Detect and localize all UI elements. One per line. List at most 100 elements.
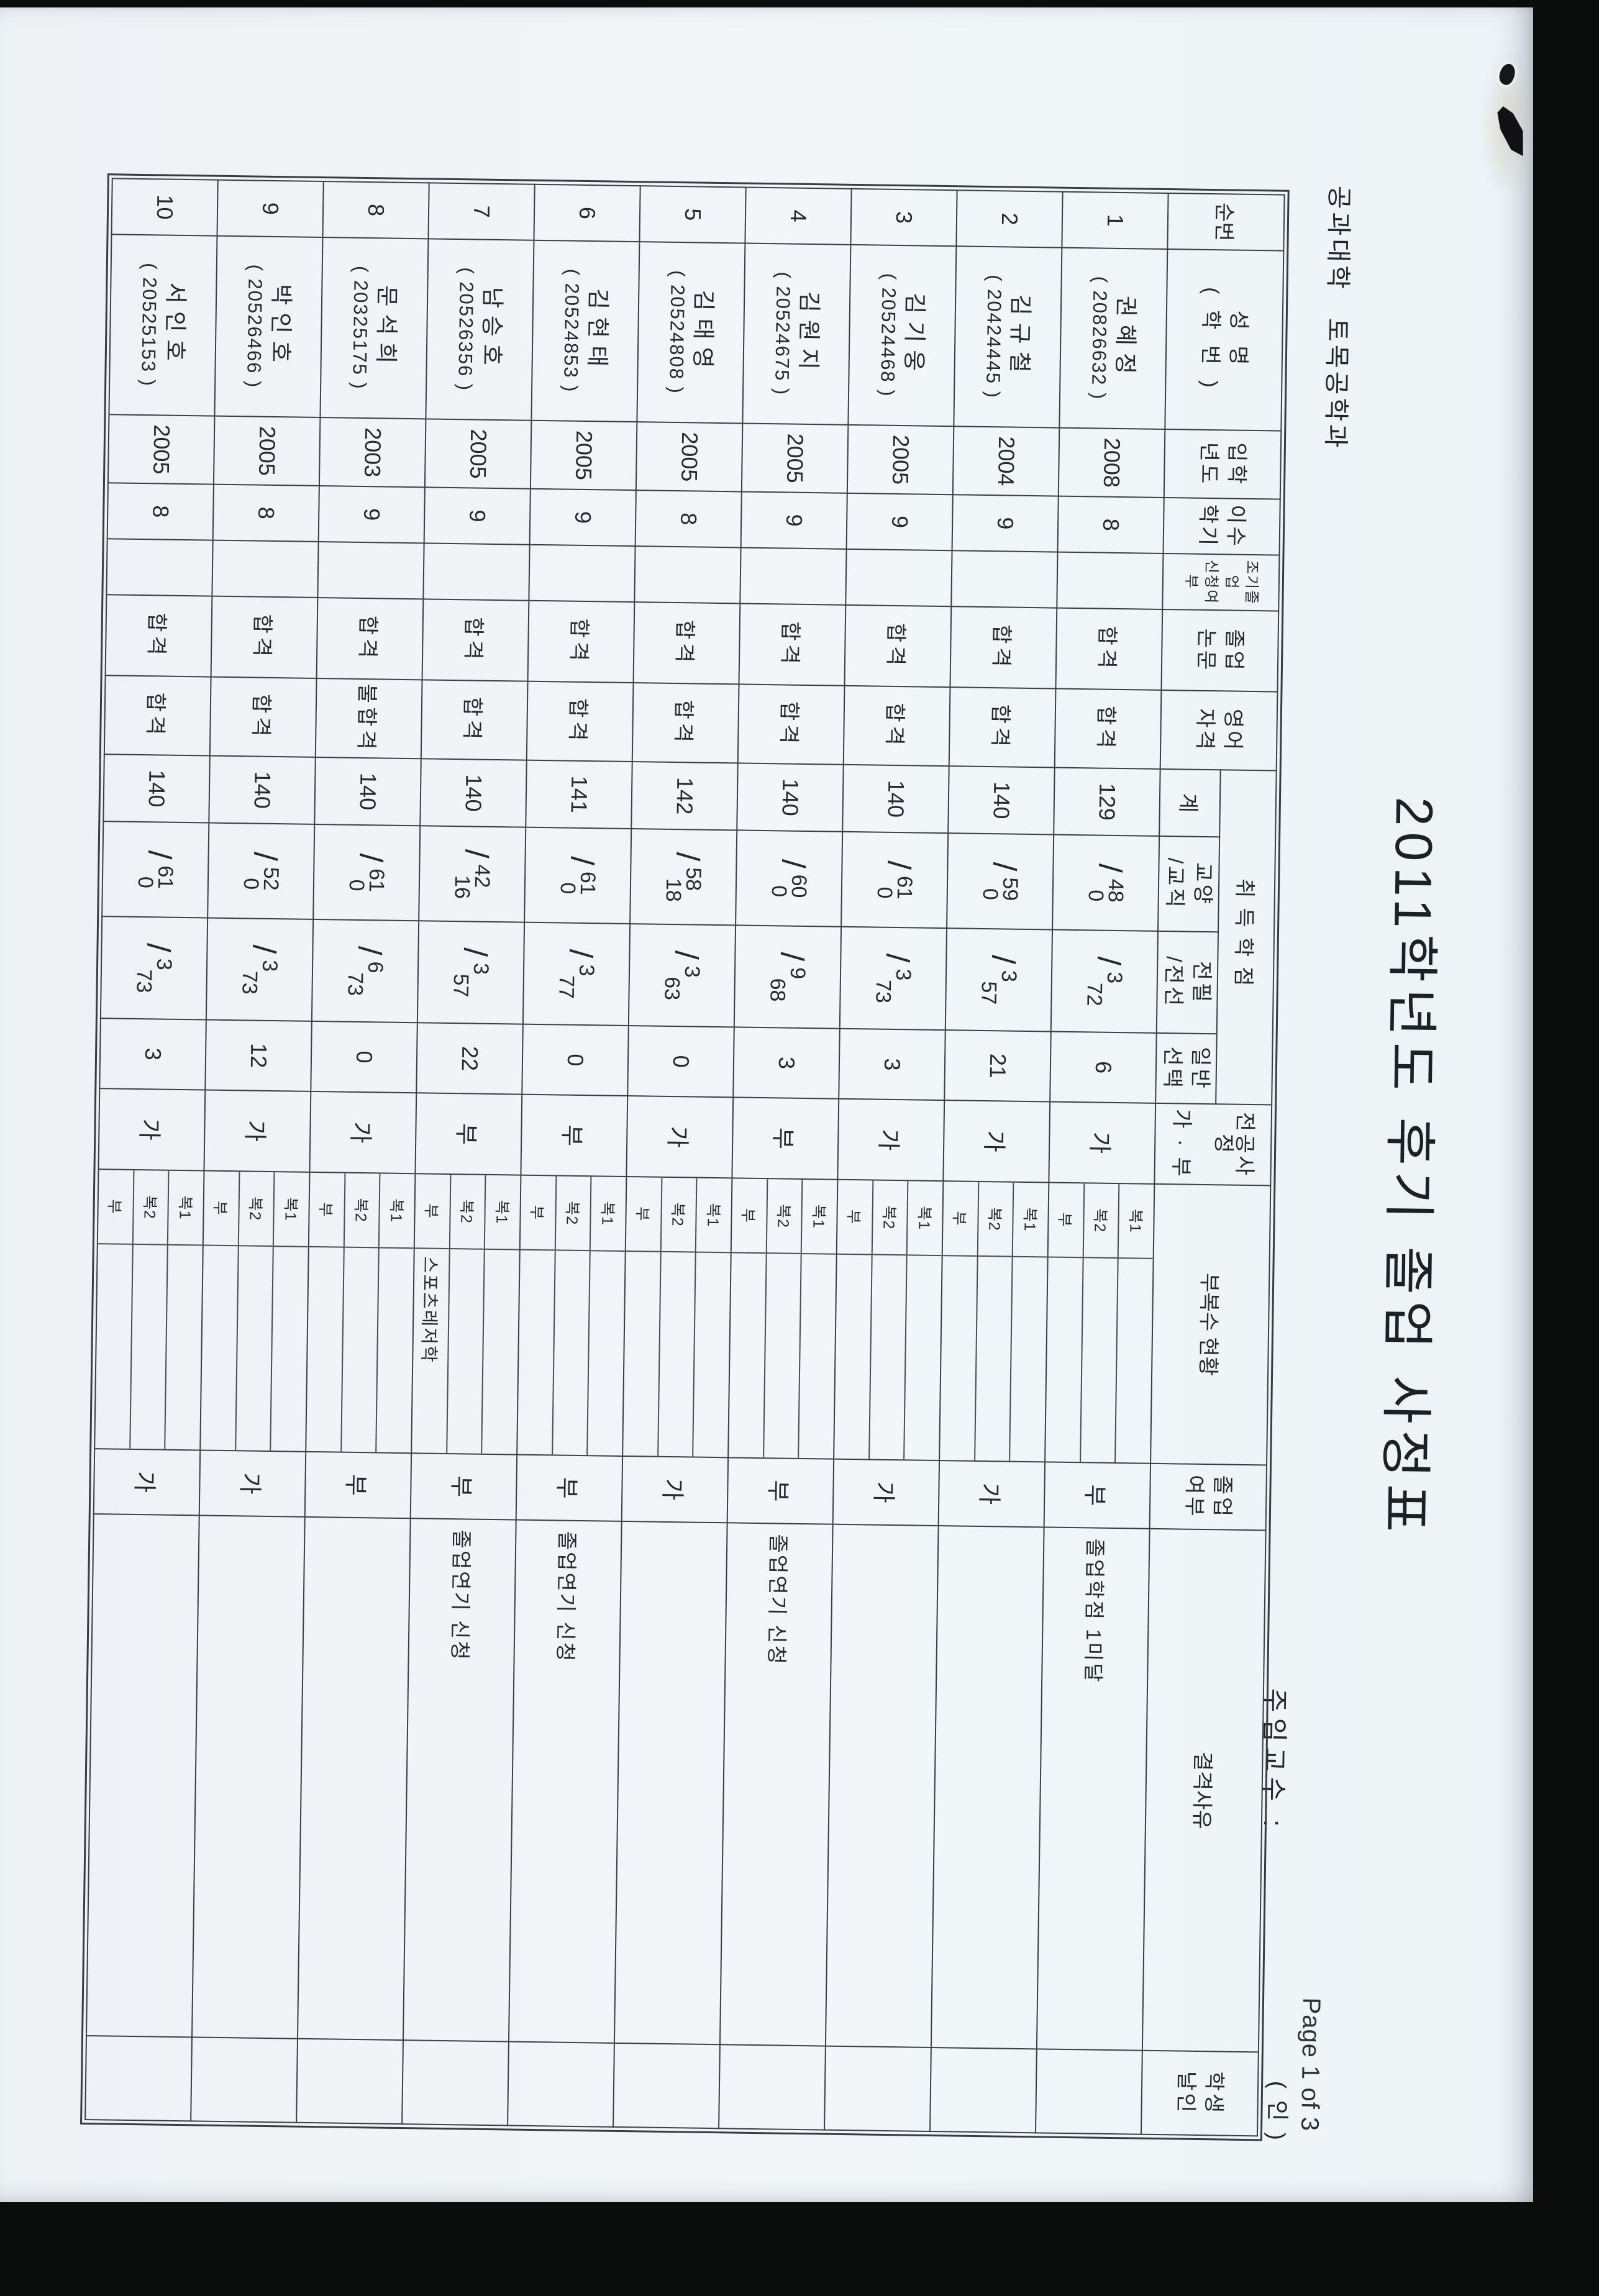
cell-general-elective: 0 — [311, 1021, 417, 1093]
header-thesis: 졸업 논문 — [1161, 609, 1279, 692]
cell-disqualification-reason — [86, 1514, 199, 2038]
double-major-1-label: 복1 — [380, 1173, 415, 1249]
double-major-2-line: 복2 — [868, 1180, 908, 1460]
cell-graduation: 부 — [304, 1451, 412, 1519]
double-major-1-label: 복1 — [274, 1172, 309, 1247]
cell-semesters: 9 — [529, 488, 636, 547]
cell-early-graduation — [529, 544, 636, 603]
major-required-credits: 3 — [575, 964, 599, 977]
major-elective-credits: 73 — [237, 970, 262, 995]
cell-general-elective: 22 — [416, 1023, 523, 1095]
minor-value — [306, 1247, 343, 1452]
cell-thesis: 합격 — [633, 602, 740, 685]
minor-line: 부 — [940, 1182, 978, 1460]
cell-thesis: 합격 — [422, 599, 529, 681]
liberal-credits: 61 — [576, 871, 600, 895]
header-early-graduation: 조기졸업 신청여부 — [1162, 553, 1280, 611]
student-name: 김규철 — [1006, 294, 1034, 381]
student-name: 김기웅 — [901, 293, 928, 379]
minor-value — [940, 1256, 977, 1460]
cell-major-assessment: 가 — [837, 1098, 945, 1182]
cell-major-assessment: 부 — [732, 1097, 839, 1180]
double-major-1-line: 복1 — [375, 1173, 415, 1453]
student-name: 박인호 — [268, 283, 294, 370]
cell-credits-total: 140 — [420, 758, 527, 827]
liberal-credits: 61 — [892, 875, 917, 900]
cell-thesis: 합격 — [211, 596, 318, 678]
double-major-2-line: 복2 — [657, 1177, 696, 1457]
header-name-line2: ( 학 번 ) — [1198, 286, 1224, 393]
student-name: 김원지 — [795, 291, 822, 378]
major-elective-credits: 57 — [977, 981, 1001, 1005]
minor-line: 부 스포츠레저학 — [412, 1174, 450, 1453]
header-disqualification-reason: 결격사유 — [1142, 1528, 1266, 2052]
double-major-2-label: 복2 — [450, 1175, 485, 1250]
cell-credits-total: 140 — [314, 757, 421, 826]
slash-mark: / — [351, 945, 388, 955]
minor-line: 부 — [306, 1172, 345, 1452]
cell-name: 김현태 ( 20524853 ) — [531, 240, 640, 422]
cell-major-assessment: 가 — [309, 1091, 417, 1174]
double-major-2-line: 복2 — [762, 1179, 802, 1458]
double-major-1-value — [271, 1247, 308, 1451]
cell-early-graduation — [423, 543, 530, 601]
major-elective-credits: 63 — [660, 977, 684, 1001]
cell-double-minor-status: 복1 복2 부 — [517, 1175, 627, 1456]
cell-disqualification-reason: 졸업연기 신청 — [719, 1523, 833, 2046]
student-name: 문석희 — [373, 285, 400, 371]
cell-no: 3 — [850, 188, 957, 247]
cell-thesis: 합격 — [950, 606, 1057, 689]
double-major-2-value — [236, 1246, 273, 1451]
slash-mark: / — [141, 850, 178, 860]
liberal-credits: 60 — [787, 874, 811, 898]
cell-liberal-teaching: / 61 0 — [102, 821, 209, 918]
cell-liberal-teaching: / 61 0 — [524, 827, 632, 924]
cell-credits-total: 140 — [103, 754, 210, 823]
cell-graduation: 부 — [516, 1454, 623, 1521]
cell-disqualification-reason — [931, 1526, 1044, 2049]
double-major-1-label: 복1 — [485, 1175, 521, 1250]
minor-label: 부 — [520, 1175, 556, 1251]
cell-major-assessment: 가 — [943, 1100, 1050, 1183]
page-title: 2011학년도 후기 졸업 사정표 — [1375, 796, 1444, 1539]
double-major-2-value — [342, 1248, 378, 1452]
major-required-credits: 3 — [152, 958, 176, 971]
minor-line: 부 — [729, 1178, 767, 1457]
double-major-2-label: 복2 — [1083, 1183, 1119, 1259]
student-id: ( 20526466 ) — [243, 264, 267, 389]
student-name: 서인호 — [162, 282, 189, 369]
header-english: 영어 자격 — [1160, 690, 1278, 771]
minor-label: 부 — [731, 1178, 767, 1254]
slash-mark: / — [669, 852, 706, 862]
major-required-credits: 3 — [469, 962, 493, 975]
cell-major-required-elective: / 3 73 — [839, 926, 947, 1031]
cell-double-minor-status: 복1 복2 부 — [728, 1178, 838, 1459]
student-id: ( 20826632 ) — [1088, 276, 1111, 401]
cell-english: 합격 — [209, 676, 317, 757]
double-major-1-line: 복1 — [692, 1178, 732, 1457]
double-major-2-label: 복2 — [767, 1179, 802, 1254]
cell-english: 합격 — [104, 675, 211, 756]
double-major-1-line: 복1 — [903, 1181, 943, 1460]
teaching-credits: 18 — [661, 878, 686, 902]
slash-mark: / — [986, 862, 1023, 872]
cell-semesters: 8 — [212, 484, 319, 542]
cell-student-seal — [191, 2037, 298, 2123]
minor-line: 부 — [201, 1171, 239, 1451]
document-content: 2011학년도 후기 졸업 사정표 공과대학 토목공학과 주임교수 : ( 인 … — [80, 46, 1534, 2143]
cell-student-seal — [613, 2043, 720, 2129]
cell-early-graduation — [634, 546, 741, 604]
cell-student-seal — [402, 2040, 509, 2126]
cell-credits-total: 142 — [631, 762, 738, 831]
student-id: ( 20526356 ) — [454, 267, 478, 392]
cell-thesis: 합격 — [316, 597, 424, 680]
cell-student-seal — [296, 2038, 403, 2125]
teaching-credits: 0 — [1083, 890, 1108, 902]
cell-disqualification-reason: 졸업연기 신청 — [403, 1518, 516, 2042]
double-major-2-line: 복2 — [1079, 1183, 1119, 1463]
cell-name: 김규철 ( 20424445 ) — [954, 246, 1062, 428]
cell-english: 합격 — [526, 681, 634, 762]
major-required-credits: 3 — [1103, 971, 1127, 984]
liberal-credits: 61 — [153, 865, 178, 890]
minor-line: 부 — [623, 1177, 662, 1456]
